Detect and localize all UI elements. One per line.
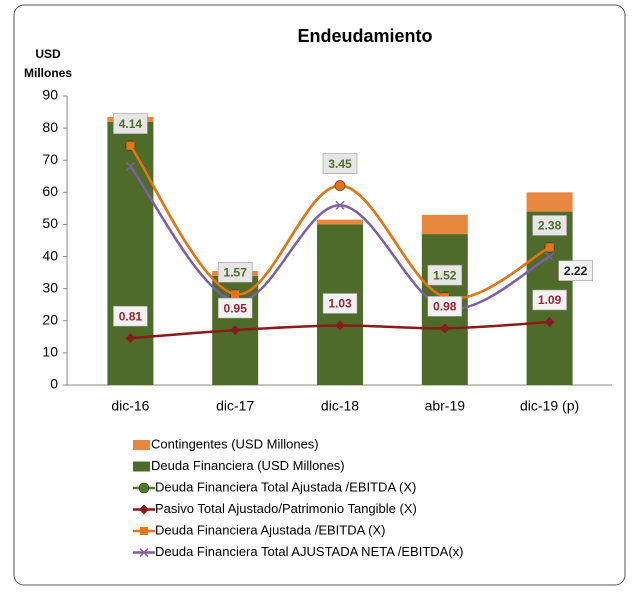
y-tick-label: 50 xyxy=(42,215,58,231)
y-tick-label: 20 xyxy=(42,311,58,327)
data-label: 4.14 xyxy=(119,117,143,131)
data-label-box xyxy=(113,113,148,135)
marker xyxy=(139,547,149,558)
y-axis-label: Millones xyxy=(24,66,72,80)
data-label: 1.09 xyxy=(538,293,562,307)
data-label: 0.95 xyxy=(224,301,248,315)
data-label-box xyxy=(532,289,567,311)
marker xyxy=(125,161,135,172)
data-label: 2.22 xyxy=(564,264,588,278)
legend-label: Deuda Financiera (USD Millones) xyxy=(151,458,345,473)
marker xyxy=(544,316,555,327)
data-label-box xyxy=(217,297,253,319)
legend-label: Deuda Financiera Ajustada /EBITDA (X) xyxy=(155,522,386,537)
x-tick-label: dic-18 xyxy=(321,398,359,414)
data-label-box xyxy=(322,293,358,314)
y-tick-label: 60 xyxy=(42,183,58,199)
marker xyxy=(140,527,148,535)
bar-segment xyxy=(317,219,363,225)
data-label-box xyxy=(217,261,253,283)
data-label: 0.81 xyxy=(119,309,143,323)
marker xyxy=(334,180,346,191)
x-tick-label: abr-19 xyxy=(425,398,466,414)
legend-label: Deuda Financiera Total AJUSTADA NETA /EB… xyxy=(155,544,464,559)
bar xyxy=(107,121,154,385)
legend-label: Deuda Financiera Total Ajustada /EBITDA … xyxy=(155,479,416,494)
marker xyxy=(125,333,136,344)
data-label: 3.45 xyxy=(328,157,352,171)
legend-label: Pasivo Total Ajustado/Patrimonio Tangibl… xyxy=(155,501,417,516)
data-label-box xyxy=(427,264,463,286)
marker xyxy=(439,323,450,334)
y-tick-label: 10 xyxy=(42,344,58,360)
y-tick-label: 0 xyxy=(50,376,58,392)
legend-label: Contingentes (USD Millones) xyxy=(151,436,319,451)
marker xyxy=(230,325,241,336)
marker xyxy=(139,504,149,515)
marker xyxy=(138,482,150,494)
data-label: 0.98 xyxy=(433,300,457,314)
data-label: 1.52 xyxy=(433,268,457,282)
legend-swatch xyxy=(133,440,150,450)
data-label-box xyxy=(558,260,593,281)
x-tick-label: dic-16 xyxy=(111,398,149,414)
chart-title: Endeudamiento xyxy=(297,26,432,46)
legend-swatch xyxy=(133,461,150,472)
x-tick-label: dic-19 (p) xyxy=(520,398,579,414)
marker xyxy=(335,200,345,210)
y-tick-label: 80 xyxy=(42,119,58,135)
data-label: 2.38 xyxy=(538,219,562,233)
bar-segment xyxy=(526,192,573,212)
marker xyxy=(126,141,135,150)
data-label: 1.03 xyxy=(328,297,352,311)
bar-segment xyxy=(421,214,468,235)
marker xyxy=(335,320,345,331)
x-tick-label: dic-17 xyxy=(216,398,254,414)
y-tick-label: 90 xyxy=(42,87,58,103)
data-label-box xyxy=(532,215,567,236)
marker xyxy=(545,252,555,262)
data-label-box xyxy=(322,153,358,174)
data-label-box xyxy=(113,305,148,327)
y-tick-label: 70 xyxy=(42,151,58,167)
data-label: 1.57 xyxy=(224,265,248,279)
marker xyxy=(231,290,240,299)
y-axis-label: USD xyxy=(35,47,61,61)
y-tick-label: 40 xyxy=(42,247,58,263)
marker xyxy=(545,243,554,252)
y-tick-label: 30 xyxy=(42,279,58,295)
data-label-box xyxy=(427,296,463,317)
